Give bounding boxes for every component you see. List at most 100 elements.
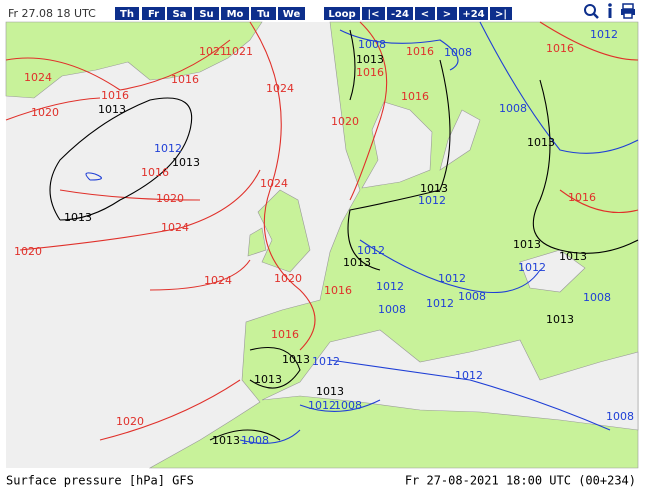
button-bg [437,7,457,20]
isobar-label: 1008 [606,410,634,423]
nav-button[interactable]: -24 [387,7,413,20]
day-button[interactable]: Sa [167,7,192,20]
button-label: > [443,9,451,20]
nav-button[interactable]: +24 [459,7,488,20]
isobar-label: 1016 [271,328,299,341]
isobar [85,21,639,444]
button-bg [251,7,276,20]
isobar-label: 1020 [116,415,144,428]
isobar-label: 1013 [527,136,555,149]
isobar-label: 1016 [406,45,434,58]
day-button[interactable]: Th [115,7,139,20]
isobar-label: 1012 [438,272,466,285]
day-button[interactable]: Fr [142,7,165,20]
isobar-label: 1012 [308,399,336,412]
isobar-label: 1016 [401,90,429,103]
isobar-label: 1012 [376,280,404,293]
isobar-label: 1008 [241,434,269,447]
button-label: Loop [328,9,355,20]
button-bg [324,7,360,20]
sea [361,101,481,189]
button-label: Tu [257,9,270,20]
isobar-label: 1020 [156,192,184,205]
day-button[interactable]: Mo [221,7,249,20]
isobar-label: 1020 [331,115,359,128]
isobar-label: 1013 [420,182,448,195]
print-icon[interactable] [621,3,635,19]
button-label: Su [199,9,213,20]
land [247,189,311,273]
button-bg [142,7,165,20]
isobar-label: 1024 [24,71,52,84]
isobar-label: 1016 [171,73,199,86]
button-bg [278,7,305,20]
zoom-icon[interactable] [584,4,599,19]
button-label: Fr [148,9,159,20]
day-buttons: Th Fr Sa Su Mo Tu We [115,7,305,20]
isobar-label: 1013 [172,156,200,169]
isobar-label: 1013 [559,250,587,263]
isobar-label: 1024 [266,82,294,95]
isobar-label: 1016 [568,191,596,204]
button-label: |< [367,9,379,20]
button-label: < [421,9,429,20]
isobar-label: 1016 [546,42,574,55]
button-bg [115,7,139,20]
button-bg [415,7,435,20]
valid-time: Fr 27-08-2021 18:00 UTC (00+234) [405,474,636,488]
isobar-label: 1013 [282,353,310,366]
isobar-label: 1016 [141,166,169,179]
button-label: We [283,9,301,20]
nav-button[interactable]: >| [490,7,512,20]
day-button[interactable]: Tu [251,7,276,20]
isobar-label: 1013 [356,53,384,66]
button-label: +24 [462,9,484,20]
sea [261,329,639,431]
isobar-label: 1021 [199,45,227,58]
isobar-label: 1013 [254,373,282,386]
isobar-label: 1012 [455,369,483,382]
isobar-label: 1016 [324,284,352,297]
button-label: Sa [173,9,187,20]
isobar-label: 1013 [513,238,541,251]
nav-button[interactable]: > [437,7,457,20]
product-name: Surface pressure [hPa] GFS [6,474,194,488]
isobar-label: 1024 [204,274,232,287]
button-label: >| [495,9,507,20]
button-label: Mo [227,9,244,20]
nav-button[interactable]: Loop [324,7,360,20]
run-time: Fr 27.08 18 UTC [8,7,96,20]
button-bg [194,7,219,20]
isobar-label: 1008 [458,290,486,303]
isobar [49,29,639,441]
isobar-label: 1016 [101,89,129,102]
isobar-label: 1008 [583,291,611,304]
button-bg [490,7,512,20]
isobar-label: 1013 [64,211,92,224]
isobar-label: 1012 [418,194,446,207]
isobar-label: 1008 [358,38,386,51]
isobar-label: 1012 [590,28,618,41]
isobar-label: 1024 [161,221,189,234]
isobar-label: 1012 [312,355,340,368]
isobar-label: 1012 [357,244,385,257]
day-button[interactable]: We [278,7,305,20]
isobar-label: 1024 [260,177,288,190]
day-button[interactable]: Su [194,7,219,20]
isobar-label: 1013 [98,103,126,116]
isobar-label: 1008 [499,102,527,115]
land [5,21,263,99]
isobar-label: 1012 [518,261,546,274]
isobar-label: 1021 [225,45,253,58]
button-label: Th [120,9,134,20]
nav-button[interactable]: |< [362,7,385,20]
isobar-label: 1013 [343,256,371,269]
info-icon[interactable] [608,3,612,18]
isobar-label: 1008 [444,46,472,59]
nav-button[interactable]: < [415,7,435,20]
isobar-label: 1020 [14,245,42,258]
